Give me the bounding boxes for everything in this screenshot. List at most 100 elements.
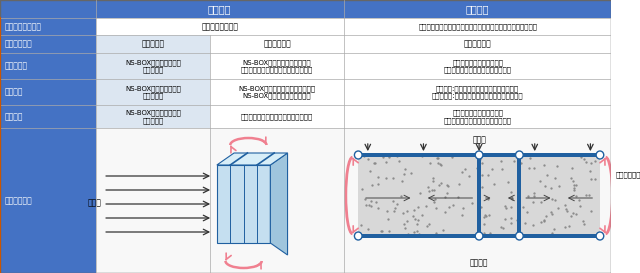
- Circle shape: [516, 232, 523, 240]
- Point: [528, 222, 538, 227]
- Point: [546, 186, 556, 190]
- Point: [547, 211, 557, 216]
- Point: [434, 183, 444, 188]
- Bar: [477, 153, 481, 238]
- Point: [423, 185, 433, 189]
- Point: [463, 174, 474, 179]
- Bar: [0, 35, 95, 53]
- Point: [479, 215, 490, 219]
- Point: [509, 159, 519, 163]
- Point: [506, 190, 516, 194]
- Point: [520, 221, 530, 225]
- Point: [383, 155, 394, 160]
- Point: [388, 176, 398, 180]
- Point: [567, 165, 577, 170]
- Point: [369, 161, 379, 165]
- Point: [569, 183, 579, 187]
- Bar: [210, 53, 344, 79]
- Point: [579, 222, 589, 226]
- Point: [394, 159, 404, 164]
- Point: [568, 211, 579, 215]
- Text: コンクリート: コンクリート: [615, 171, 640, 177]
- Text: 主に鉰構造設計法: 主に鉰構造設計法: [201, 22, 238, 31]
- Point: [417, 212, 427, 217]
- Point: [574, 198, 584, 202]
- Point: [539, 218, 549, 223]
- Point: [412, 229, 422, 233]
- Point: [408, 214, 418, 219]
- Point: [522, 210, 532, 214]
- Point: [571, 212, 581, 216]
- Point: [563, 209, 573, 213]
- Point: [410, 217, 420, 222]
- Point: [436, 180, 446, 185]
- Point: [535, 179, 545, 183]
- Point: [503, 180, 513, 185]
- Text: 嵌合継手を鉄筋とみなした
鉄筋コンクリート断面の剛性で算定: 嵌合継手を鉄筋とみなした 鉄筋コンクリート断面の剛性で算定: [444, 109, 511, 124]
- Point: [409, 208, 419, 212]
- Point: [442, 191, 452, 195]
- Point: [429, 200, 439, 204]
- Point: [421, 203, 431, 208]
- Point: [409, 230, 419, 235]
- Point: [547, 231, 557, 235]
- Point: [403, 232, 413, 236]
- Point: [406, 171, 416, 175]
- Point: [483, 197, 493, 201]
- Point: [472, 195, 483, 200]
- Bar: [0, 53, 95, 79]
- Point: [390, 206, 400, 210]
- Point: [476, 204, 486, 209]
- Point: [525, 156, 535, 160]
- Point: [429, 188, 440, 192]
- Point: [420, 233, 430, 238]
- Point: [361, 203, 371, 208]
- Point: [487, 167, 497, 171]
- Point: [376, 229, 387, 233]
- Point: [560, 202, 570, 207]
- Text: 変位照査: 変位照査: [4, 112, 23, 121]
- Text: NS-BOX（鉰材）のみの
剛性で算定: NS-BOX（鉰材）のみの 剛性で算定: [125, 109, 180, 124]
- Point: [528, 200, 538, 204]
- Bar: [95, 79, 210, 105]
- Text: 嵌合継手: 嵌合継手: [470, 259, 488, 268]
- Point: [529, 194, 539, 198]
- Point: [435, 162, 445, 167]
- Point: [538, 163, 548, 167]
- Point: [523, 194, 533, 198]
- Text: コンクリート: コンクリート: [263, 40, 291, 49]
- Point: [467, 201, 477, 205]
- Circle shape: [476, 151, 483, 159]
- Text: 安定液固化: 安定液固化: [141, 40, 164, 49]
- Point: [553, 206, 563, 210]
- Point: [376, 229, 387, 233]
- Point: [506, 221, 516, 225]
- Bar: [210, 35, 344, 53]
- Point: [373, 175, 383, 179]
- Point: [456, 213, 467, 217]
- Point: [424, 161, 435, 165]
- Point: [431, 206, 441, 211]
- Point: [412, 222, 422, 227]
- Point: [367, 183, 378, 188]
- Circle shape: [596, 232, 604, 240]
- Point: [585, 169, 595, 173]
- Point: [356, 223, 367, 227]
- Point: [549, 227, 559, 231]
- Point: [550, 198, 560, 202]
- Point: [477, 173, 487, 177]
- Point: [552, 164, 563, 168]
- Point: [538, 218, 548, 222]
- Point: [500, 204, 510, 209]
- Point: [506, 196, 516, 200]
- Point: [364, 203, 374, 207]
- Text: 曲げ設計:鉄筋コンクリート構造断面で算定
せん断設計:鉰コンクリート合成構造断面で算定: 曲げ設計:鉄筋コンクリート構造断面で算定 せん断設計:鉰コンクリート合成構造断面…: [432, 85, 524, 99]
- Point: [399, 172, 409, 176]
- Point: [586, 177, 596, 181]
- Point: [579, 156, 589, 161]
- Point: [428, 179, 438, 183]
- Point: [568, 179, 578, 183]
- Point: [415, 191, 425, 195]
- Point: [554, 184, 564, 188]
- Point: [507, 197, 517, 201]
